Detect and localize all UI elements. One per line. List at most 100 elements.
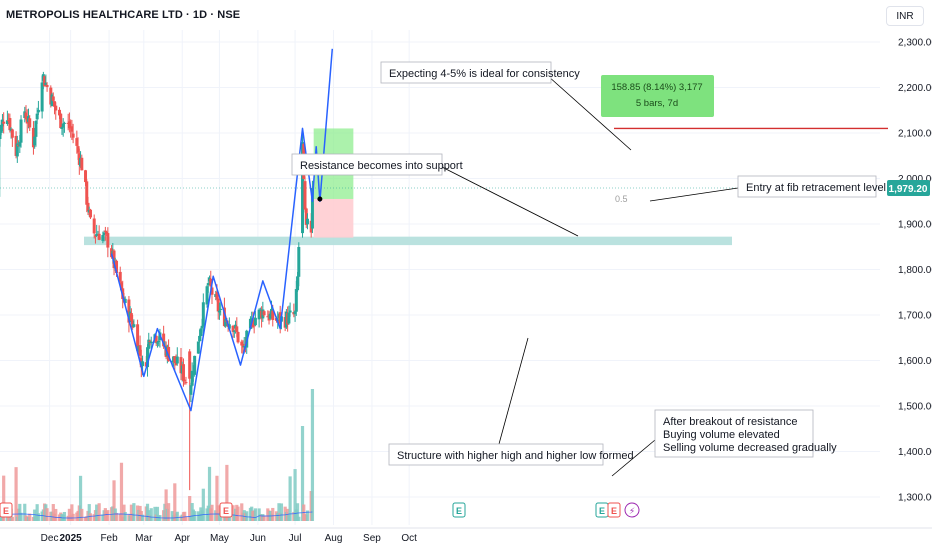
candle-body — [252, 325, 256, 327]
callout-entry-pointer — [649, 187, 739, 202]
earnings-marker-box — [219, 502, 233, 518]
candle-body — [33, 136, 37, 146]
volume-bar — [140, 514, 145, 521]
earnings-marker-box — [452, 502, 466, 518]
candle-body — [43, 76, 47, 87]
volume-bar — [231, 505, 235, 521]
x-tick-label: Jun — [250, 533, 266, 544]
candle-body — [248, 318, 252, 329]
candle-body — [184, 382, 188, 384]
dividend-marker[interactable]: ⚡ — [624, 502, 640, 518]
volume-bar — [201, 488, 205, 521]
candle-body — [45, 84, 49, 87]
candle-body — [54, 105, 58, 111]
volume-bar — [14, 467, 18, 521]
x-tick-label: Sep — [363, 533, 381, 544]
volume-bar — [2, 475, 6, 521]
candle-body — [304, 208, 308, 225]
callout-support-box — [291, 153, 443, 176]
callout-volume-pointer — [611, 439, 656, 477]
volume-bar — [123, 512, 127, 521]
candle-body — [105, 231, 109, 235]
volume-bar — [71, 513, 75, 521]
position-stats-line1: 158.85 (8.14%) 3,177 — [611, 82, 702, 93]
candle-body — [287, 312, 291, 324]
earnings-marker[interactable]: E — [452, 502, 466, 518]
candle-body — [162, 333, 166, 347]
volume-bar — [80, 508, 84, 521]
candle-body — [132, 324, 136, 327]
earnings-marker-label: E — [611, 506, 617, 516]
candle-body — [235, 326, 239, 332]
entry-point — [317, 196, 323, 202]
callout-volume-text: Selling volume decreased gradually — [663, 442, 837, 454]
y-tick-label: 1,900.00 — [898, 220, 932, 231]
candle-body — [19, 119, 23, 143]
fib-label: 0.5 — [615, 194, 628, 204]
candle-body — [75, 138, 79, 146]
candle-body — [190, 370, 194, 386]
position-stats-box — [601, 75, 714, 117]
volume-bar — [173, 483, 177, 521]
candle-body — [88, 209, 92, 218]
candle-body — [62, 122, 66, 124]
candle-body — [262, 311, 266, 316]
chart-title: METROPOLIS HEALTHCARE LTD · 1D · NSE — [6, 9, 241, 21]
volume-bar — [216, 505, 220, 521]
candle-body — [179, 357, 183, 374]
y-tick-label: 1,800.00 — [898, 265, 932, 276]
candle-body — [5, 120, 9, 124]
candle-body — [97, 233, 101, 240]
volume-bar — [114, 512, 119, 521]
volume-bar — [188, 496, 192, 521]
volume-bar — [54, 508, 58, 521]
callout-support-text: Resistance becomes into support — [300, 160, 463, 172]
earnings-marker[interactable]: E — [607, 502, 621, 518]
candle-body — [147, 339, 151, 349]
x-tick-label: Oct — [401, 533, 417, 544]
volume-bar — [183, 511, 187, 521]
callout-entry-box — [737, 175, 877, 198]
earnings-marker[interactable]: E — [0, 502, 13, 518]
dividend-marker-circle — [624, 502, 640, 518]
candle-body — [216, 298, 220, 312]
candle-body — [80, 157, 84, 171]
candle-body — [146, 347, 150, 368]
candle-body — [40, 82, 44, 112]
structure-line — [110, 48, 334, 412]
volume-bar — [164, 489, 168, 521]
candle-body — [231, 325, 235, 332]
position-stats-line2: 5 bars, 7d — [636, 98, 678, 109]
candle-body — [200, 325, 204, 329]
volume-bar — [207, 466, 212, 521]
candle-body — [24, 112, 28, 120]
currency-selector[interactable]: INR — [886, 6, 924, 26]
candle-body — [219, 308, 223, 310]
volume-bar — [305, 510, 310, 521]
x-tick-label: 2025 — [60, 533, 83, 544]
candle-body — [205, 286, 209, 305]
earnings-marker-box — [607, 502, 621, 518]
candle-body — [119, 282, 123, 291]
earnings-marker-box — [0, 502, 13, 518]
volume-bar — [262, 515, 266, 521]
callout-entry-text: Entry at fib retracement level — [746, 182, 886, 194]
callout-structure-pointer — [498, 337, 529, 445]
earnings-marker[interactable]: E — [219, 502, 233, 518]
candle-body — [198, 335, 202, 342]
volume-bar — [88, 513, 93, 521]
volume-average — [0, 511, 313, 519]
candle-body — [293, 311, 297, 315]
candle-body — [70, 126, 74, 132]
candle-body — [206, 283, 210, 286]
volume-bar — [10, 516, 14, 521]
candle-body — [232, 330, 236, 332]
earnings-marker[interactable]: E — [595, 502, 609, 518]
candle-body — [136, 324, 140, 351]
candle-body — [257, 309, 261, 320]
callout-support-pointer — [439, 165, 579, 237]
candle-body — [193, 355, 197, 375]
volume-bar — [106, 510, 110, 521]
candle-body — [86, 202, 90, 212]
